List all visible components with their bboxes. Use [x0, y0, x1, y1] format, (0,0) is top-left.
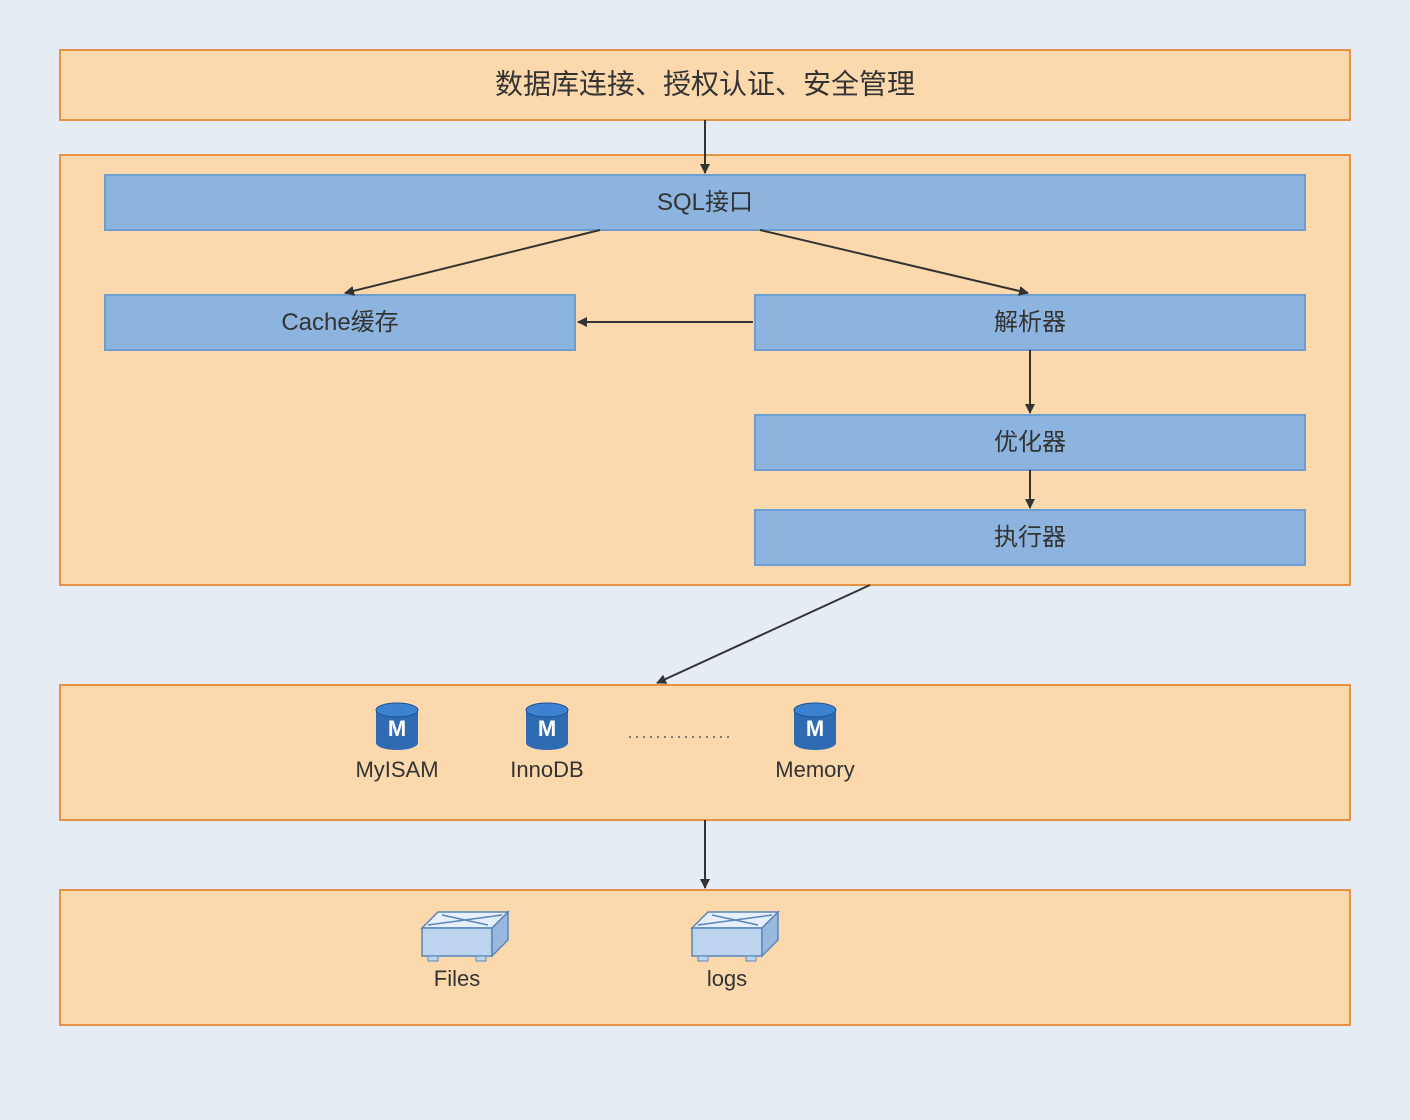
storage-0-label: Files — [434, 966, 480, 991]
engine-1-glyph: M — [538, 716, 556, 741]
sql-label: SQL接口 — [657, 189, 753, 216]
storage-1-label: logs — [707, 966, 747, 991]
architecture-diagram: 数据库连接、授权认证、安全管理 SQL接口 Cache缓存 解析器优化器执行器 M MyI… — [0, 0, 1410, 1120]
engine-2-label: Memory — [775, 757, 854, 782]
engines-ellipsis: ............... — [627, 722, 732, 742]
engine-2-glyph: M — [806, 716, 824, 741]
executor-label: 执行器 — [994, 524, 1066, 551]
conn-label: 数据库连接、授权认证、安全管理 — [495, 68, 915, 99]
engine-0-glyph: M — [388, 716, 406, 741]
arrow-exec-to-engines — [657, 585, 870, 683]
parser-label: 解析器 — [994, 309, 1066, 336]
engine-1-label: InnoDB — [510, 757, 583, 782]
optimizer-label: 优化器 — [994, 429, 1066, 456]
engine-0-label: MyISAM — [355, 757, 438, 782]
cache-label: Cache缓存 — [281, 309, 398, 336]
layer-storage-engines — [60, 685, 1350, 820]
